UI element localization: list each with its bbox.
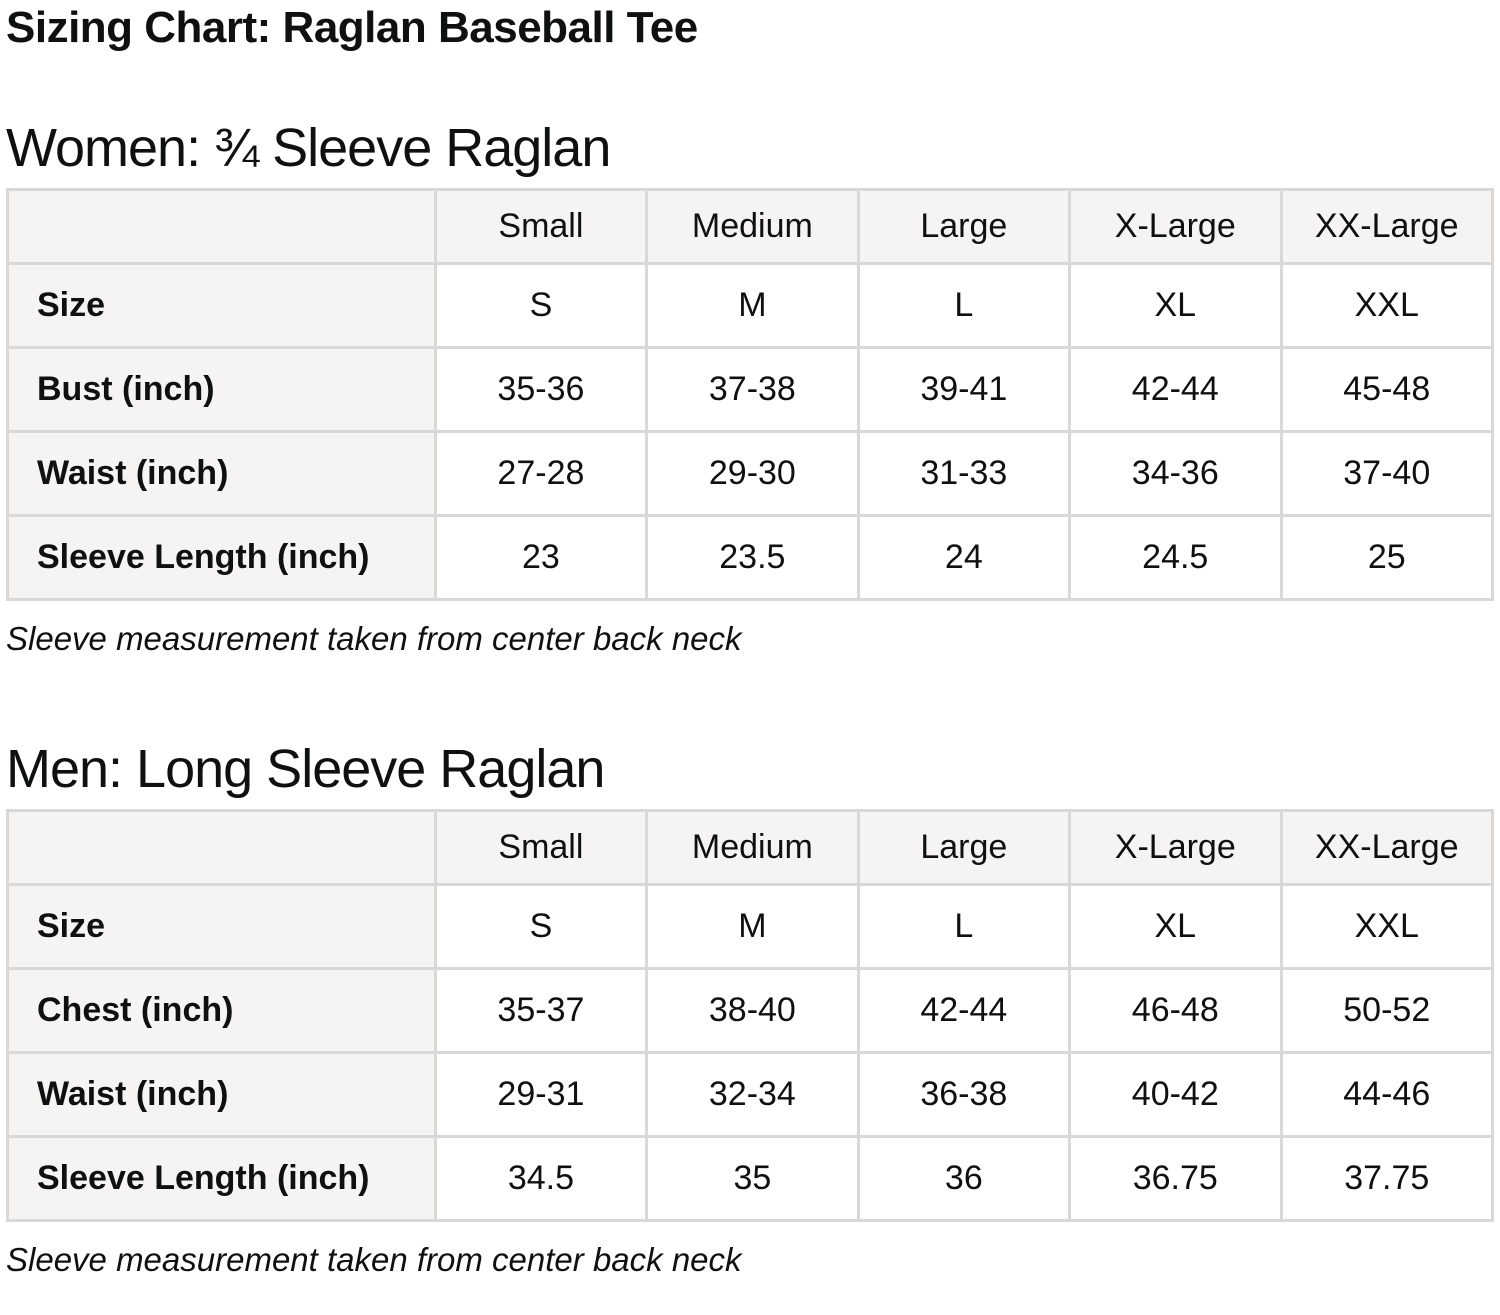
value-cell: 34-36: [1068, 430, 1283, 517]
men-section-heading: Men: Long Sleeve Raglan: [6, 739, 605, 799]
value-cell: L: [856, 262, 1072, 349]
men-size-table: Small Medium Large X-Large XX-Large Size…: [6, 809, 1494, 1222]
page-title: Sizing Chart: Raglan Baseball Tee: [6, 3, 698, 52]
column-header-small: Small: [433, 188, 649, 265]
column-header-medium: Medium: [645, 809, 860, 886]
value-cell: 24.5: [1068, 514, 1283, 601]
value-cell: 29-30: [645, 430, 860, 517]
value-cell: M: [645, 883, 860, 970]
value-cell: 50-52: [1279, 967, 1494, 1054]
value-cell: XXL: [1279, 883, 1494, 970]
table-row-chest: Chest (inch) 35-37 38-40 42-44 46-48 50-…: [6, 967, 1494, 1054]
row-label: Sleeve Length (inch): [6, 514, 437, 601]
value-cell: S: [433, 883, 649, 970]
women-section-heading: Women: ¾ Sleeve Raglan: [6, 118, 611, 178]
value-cell: 24: [856, 514, 1072, 601]
corner-cell: [6, 188, 437, 265]
table-row-sleeve-length: Sleeve Length (inch) 34.5 35 36 36.75 37…: [6, 1135, 1494, 1222]
value-cell: 37-40: [1279, 430, 1494, 517]
measurement-note: Sleeve measurement taken from center bac…: [6, 1241, 742, 1278]
row-label: Chest (inch): [6, 967, 437, 1054]
value-cell: 34.5: [433, 1135, 649, 1222]
value-cell: 25: [1279, 514, 1494, 601]
value-cell: 37-38: [645, 346, 860, 433]
value-cell: 29-31: [433, 1051, 649, 1138]
men-section: Men: Long Sleeve Raglan Small Medium Lar…: [6, 739, 1494, 1280]
row-label: Bust (inch): [6, 346, 437, 433]
table-row-waist: Waist (inch) 27-28 29-30 31-33 34-36 37-…: [6, 430, 1494, 517]
value-cell: 37.75: [1279, 1135, 1494, 1222]
value-cell: XL: [1068, 883, 1283, 970]
value-cell: 45-48: [1279, 346, 1494, 433]
measurement-note: Sleeve measurement taken from center bac…: [6, 620, 742, 657]
table-row-bust: Bust (inch) 35-36 37-38 39-41 42-44 45-4…: [6, 346, 1494, 433]
column-header-x-large: X-Large: [1068, 809, 1283, 886]
row-label: Size: [6, 883, 437, 970]
value-cell: 31-33: [856, 430, 1072, 517]
value-cell: 40-42: [1068, 1051, 1283, 1138]
women-section: Women: ¾ Sleeve Raglan Small Medium Larg…: [6, 118, 1494, 659]
row-label: Waist (inch): [6, 1051, 437, 1138]
value-cell: 42-44: [856, 967, 1072, 1054]
value-cell: 35-36: [433, 346, 649, 433]
table-row-waist: Waist (inch) 29-31 32-34 36-38 40-42 44-…: [6, 1051, 1494, 1138]
table-row-size: Size S M L XL XXL: [6, 262, 1494, 349]
women-table-header-row: Small Medium Large X-Large XX-Large: [6, 188, 1494, 265]
value-cell: XL: [1068, 262, 1283, 349]
sizing-chart-page: Sizing Chart: Raglan Baseball Tee Women:…: [6, 2, 1494, 1280]
value-cell: 38-40: [645, 967, 860, 1054]
column-header-xx-large: XX-Large: [1279, 188, 1494, 265]
row-label: Sleeve Length (inch): [6, 1135, 437, 1222]
value-cell: 27-28: [433, 430, 649, 517]
value-cell: 35: [645, 1135, 860, 1222]
value-cell: 46-48: [1068, 967, 1283, 1054]
value-cell: S: [433, 262, 649, 349]
value-cell: 35-37: [433, 967, 649, 1054]
value-cell: 32-34: [645, 1051, 860, 1138]
men-table-header-row: Small Medium Large X-Large XX-Large: [6, 809, 1494, 886]
column-header-large: Large: [856, 188, 1072, 265]
column-header-large: Large: [856, 809, 1072, 886]
corner-cell: [6, 809, 437, 886]
column-header-xx-large: XX-Large: [1279, 809, 1494, 886]
value-cell: L: [856, 883, 1072, 970]
value-cell: 36.75: [1068, 1135, 1283, 1222]
row-label: Waist (inch): [6, 430, 437, 517]
value-cell: M: [645, 262, 860, 349]
value-cell: XXL: [1279, 262, 1494, 349]
value-cell: 36: [856, 1135, 1072, 1222]
column-header-small: Small: [433, 809, 649, 886]
value-cell: 23: [433, 514, 649, 601]
column-header-medium: Medium: [645, 188, 860, 265]
table-row-sleeve-length: Sleeve Length (inch) 23 23.5 24 24.5 25: [6, 514, 1494, 601]
value-cell: 39-41: [856, 346, 1072, 433]
value-cell: 44-46: [1279, 1051, 1494, 1138]
column-header-x-large: X-Large: [1068, 188, 1283, 265]
women-size-table: Small Medium Large X-Large XX-Large Size…: [6, 188, 1494, 601]
value-cell: 36-38: [856, 1051, 1072, 1138]
table-row-size: Size S M L XL XXL: [6, 883, 1494, 970]
value-cell: 23.5: [645, 514, 860, 601]
value-cell: 42-44: [1068, 346, 1283, 433]
row-label: Size: [6, 262, 437, 349]
